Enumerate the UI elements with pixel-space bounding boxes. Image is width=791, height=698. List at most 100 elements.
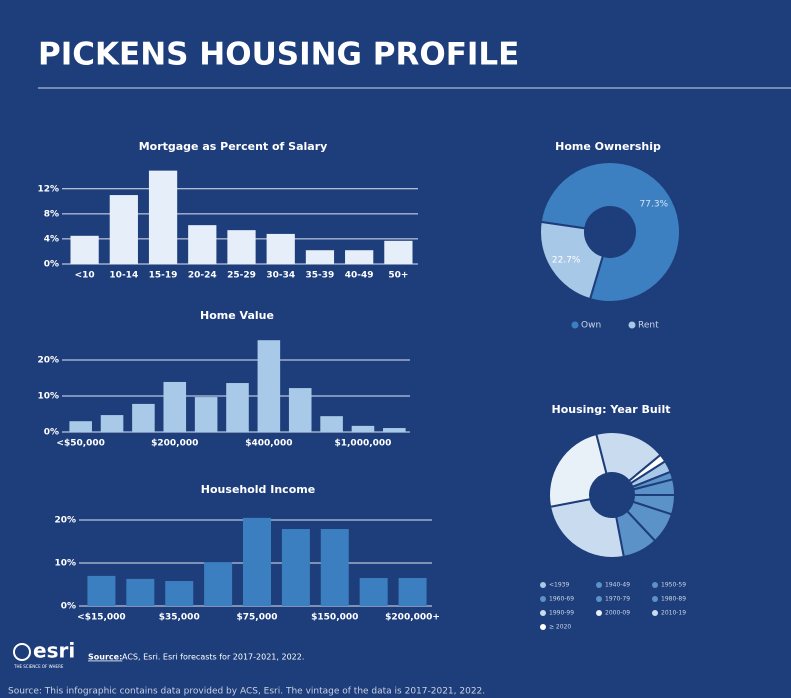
- bar: [204, 562, 233, 606]
- legend-label: <1939: [549, 582, 569, 589]
- x-tick-label: <$50,000: [56, 439, 105, 449]
- y-tick-label: 20%: [37, 356, 59, 366]
- bar: [100, 415, 124, 432]
- data-label: 77.3%: [640, 199, 669, 209]
- donut-slice: [539, 161, 681, 303]
- bar: [132, 403, 155, 432]
- chart-title: Home Value: [200, 309, 274, 322]
- x-tick-label: 30-34: [266, 271, 295, 281]
- legend-swatch: [540, 582, 546, 588]
- y-tick-label: 0%: [44, 428, 59, 438]
- x-tick-label: 35-39: [306, 271, 335, 281]
- bar: [345, 250, 374, 264]
- legend-swatch: [596, 582, 602, 588]
- y-tick-label: 10%: [37, 392, 59, 402]
- x-tick-label: 25-29: [227, 271, 256, 281]
- legend-label: 1990-99: [549, 610, 574, 617]
- y-tick-label: 0%: [44, 260, 59, 270]
- y-tick-label: 0%: [61, 602, 76, 612]
- legend-label: ≥ 2020: [549, 624, 571, 631]
- bar: [163, 381, 187, 432]
- legend-label: 1960-69: [549, 596, 574, 603]
- logo-globe: [13, 643, 31, 661]
- legend-label: 2000-09: [605, 610, 630, 617]
- bar: [87, 575, 116, 606]
- legend-label: Own: [581, 321, 601, 331]
- bar: [398, 578, 427, 606]
- bar: [148, 170, 178, 264]
- chart-title: Housing: Year Built: [552, 403, 671, 416]
- legend-label: 2010-19: [661, 610, 686, 617]
- x-tick-label: $35,000: [159, 613, 200, 623]
- bar: [320, 416, 343, 432]
- legend-swatch: [652, 610, 658, 616]
- legend-label: Rent: [638, 321, 659, 331]
- chart-title: Household Income: [201, 483, 315, 496]
- donut-slice: [548, 432, 608, 508]
- legend-swatch: [596, 610, 602, 616]
- bar: [165, 581, 194, 606]
- x-tick-label: 20-24: [188, 271, 217, 281]
- y-tick-label: 20%: [54, 516, 76, 526]
- x-tick-label: 15-19: [149, 271, 178, 281]
- x-tick-label: <10: [75, 271, 95, 281]
- data-label: 22.7%: [552, 256, 581, 266]
- logo-tagline: THE SCIENCE OF WHERE: [13, 664, 64, 669]
- bar: [281, 529, 310, 606]
- bar: [383, 428, 406, 432]
- page-title: PICKENS HOUSING PROFILE: [38, 37, 519, 73]
- legend-swatch: [540, 610, 546, 616]
- chart-title: Home Ownership: [555, 140, 661, 153]
- x-tick-label: $1,000,000: [334, 439, 391, 449]
- y-tick-label: 8%: [44, 209, 59, 219]
- y-tick-label: 4%: [44, 234, 59, 244]
- bar: [320, 529, 349, 606]
- legend-swatch: [596, 596, 602, 602]
- bar: [266, 233, 295, 264]
- bar: [70, 235, 99, 264]
- bar: [243, 517, 271, 606]
- legend-swatch: [652, 596, 658, 602]
- donut-slice: [548, 497, 625, 559]
- bar: [257, 340, 281, 432]
- bar: [69, 421, 92, 432]
- bar: [227, 230, 256, 264]
- bar: [194, 397, 218, 432]
- legend-label: 1940-49: [605, 582, 630, 589]
- bar: [359, 578, 388, 606]
- x-tick-label: $200,000+: [385, 613, 440, 623]
- legend-swatch: [540, 624, 546, 630]
- legend-swatch: [540, 596, 546, 602]
- x-tick-label: $200,000: [151, 439, 198, 449]
- bar: [305, 250, 335, 264]
- footer: Source: This infographic contains data p…: [8, 687, 485, 697]
- legend-swatch: [652, 582, 658, 588]
- x-tick-label: 10-14: [109, 271, 138, 281]
- x-tick-label: $400,000: [245, 439, 292, 449]
- bar: [188, 225, 217, 264]
- legend-label: 1980-89: [661, 596, 686, 603]
- legend-swatch: [571, 321, 579, 329]
- y-tick-label: 12%: [37, 184, 59, 194]
- donut-slice: [539, 220, 605, 301]
- x-tick-label: <$15,000: [77, 613, 126, 623]
- legend-label: 1950-59: [661, 582, 686, 589]
- x-tick-label: $150,000: [311, 613, 358, 623]
- source-label: Source:: [88, 653, 122, 662]
- chart-title: Mortgage as Percent of Salary: [139, 140, 328, 153]
- legend-swatch: [628, 321, 636, 329]
- bar: [109, 195, 138, 264]
- bar: [351, 425, 375, 432]
- bar: [288, 388, 312, 432]
- logo: esri: [33, 639, 75, 663]
- bar: [384, 240, 413, 264]
- source: ACS, Esri. Esri forecasts for 2017-2021,…: [122, 653, 304, 662]
- y-tick-label: 10%: [54, 559, 76, 569]
- x-tick-label: 40-49: [345, 271, 374, 281]
- x-tick-label: $75,000: [237, 613, 278, 623]
- bar: [226, 383, 249, 432]
- donut-slice: [627, 453, 667, 485]
- bar: [126, 578, 155, 606]
